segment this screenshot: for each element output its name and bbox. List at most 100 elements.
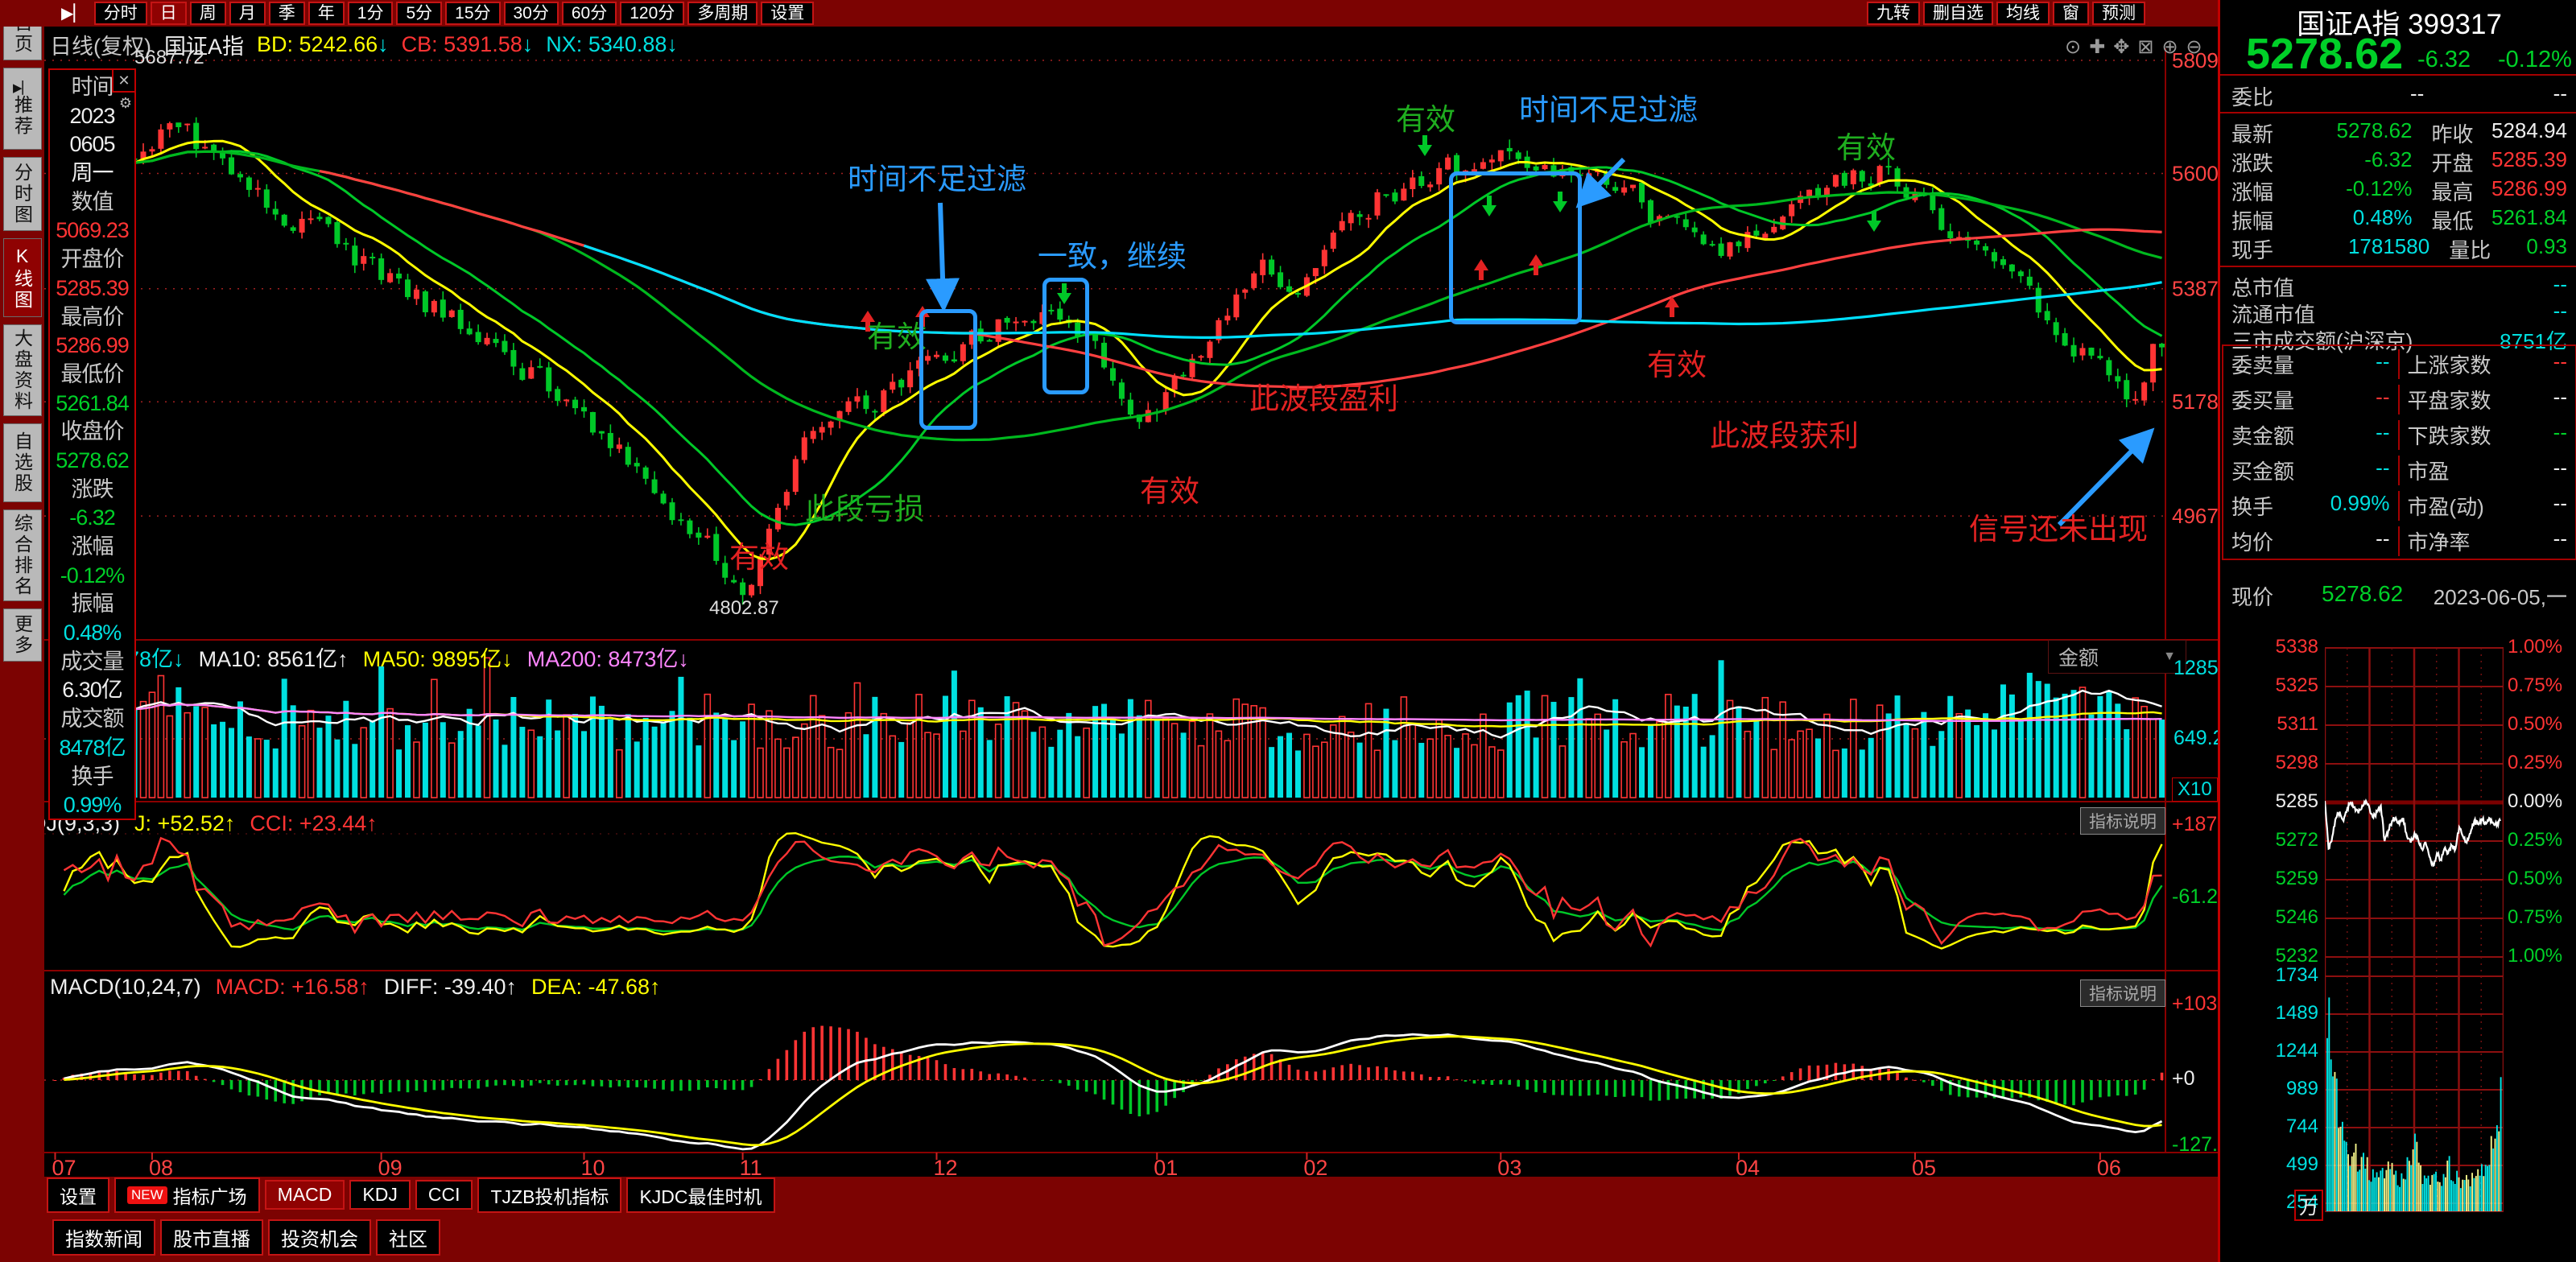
chart-corner-tools: ⊙ ✚ ✥ ⊠ ⊕ ⊖	[2065, 35, 2202, 59]
panel-line: 时间	[71, 75, 114, 99]
sidebar-item-综合排名[interactable]: 综合排名	[2, 509, 42, 601]
stats-row: 均价 -- 市净率 --	[2223, 523, 2575, 559]
panel-line: 周一	[71, 161, 114, 186]
collapse-arrow-icon[interactable]: ▶▏	[61, 5, 86, 23]
mini-price-label: 5272	[2275, 829, 2318, 851]
bottom-nav-指数新闻[interactable]: 指数新闻	[52, 1219, 155, 1256]
indicator-tab-KDJ[interactable]: KDJ	[349, 1180, 411, 1210]
spot-price: 5278.62	[2322, 581, 2404, 606]
pane-header-part: J: +52.52↑	[134, 811, 236, 835]
period-tab-季[interactable]: 季	[268, 2, 305, 25]
period-tab-120分[interactable]: 120分	[620, 2, 685, 25]
period-tab-5分[interactable]: 5分	[396, 2, 443, 25]
pane-header-part: DIFF: -39.40↑	[383, 975, 517, 999]
period-tab-分时[interactable]: 分时	[93, 2, 147, 25]
quote-title: 国证A指 399317	[2297, 9, 2502, 40]
period-tab-年[interactable]: 年	[308, 2, 345, 25]
mini-pct-label: 0.50%	[2508, 868, 2563, 889]
svg-text:5178: 5178	[2172, 390, 2218, 414]
pane-header-part: MA50: 9895亿↓	[362, 647, 513, 671]
panel-line: 振幅	[71, 592, 114, 617]
quote-panel: 国证A指 399317 5278.62 -6.32 -0.12% 委比 -- -…	[2218, 0, 2576, 1262]
tool-button-删自选[interactable]: 删自选	[1923, 2, 1993, 25]
panel-line: 0.48%	[63, 621, 122, 645]
svg-text:05: 05	[1912, 1156, 1936, 1179]
bottom-nav-社区[interactable]: 社区	[376, 1219, 440, 1256]
tool-button-窗[interactable]: 窗	[2053, 2, 2089, 25]
mini-price-label: 5311	[2277, 713, 2318, 735]
gear-icon[interactable]: ⚙	[118, 94, 133, 111]
sidebar-item-分时图[interactable]: 分时图	[2, 157, 42, 231]
panel-line: 最高价	[60, 304, 125, 329]
period-nav: 分时日周月季年 1分 5分 15分 30分 60分 120分 多周期 设置	[93, 1, 816, 26]
panel-line: 0605	[69, 132, 115, 157]
macd-indicator-help-button[interactable]: 指标说明	[2080, 979, 2165, 1007]
indicator-tab-指标广场[interactable]: NEW 指标广场	[114, 1177, 260, 1213]
main-kline-chart[interactable]: 5809 5600 5387 5178 4967 07 08 09 10 11 12 01 02 03 04…	[44, 27, 2218, 1179]
period-tab-多周期[interactable]: 多周期	[687, 2, 758, 25]
panel-line: 6.30亿	[62, 678, 123, 703]
sidebar-item-大盘资料[interactable]: 大盘资料	[2, 324, 42, 416]
spot-price-row: 现价 5278.62 2023-06-05,一	[2231, 581, 2567, 609]
lock-icon[interactable]: ⊠	[2137, 36, 2154, 58]
tool-button-均线[interactable]: 均线	[1996, 2, 2050, 25]
panel-line: -6.32	[69, 505, 116, 530]
panel-line: 2023	[69, 103, 115, 128]
move-icon[interactable]: ✥	[2113, 36, 2130, 58]
bottom-nav-股市直播[interactable]: 股市直播	[160, 1219, 263, 1256]
period-tab-60分[interactable]: 60分	[561, 2, 617, 25]
stats-row: 卖金额 -- 下跌家数 --	[2223, 417, 2575, 452]
panel-line: 5286.99	[56, 333, 130, 358]
crosshair-icon[interactable]: ✚	[2089, 36, 2106, 58]
period-tab-设置[interactable]: 设置	[761, 2, 815, 25]
indicator-tab-设置[interactable]: 设置	[47, 1177, 109, 1213]
svg-text:09: 09	[378, 1156, 402, 1179]
period-tab-30分[interactable]: 30分	[503, 2, 559, 25]
play-icon: ▶▏	[12, 81, 32, 95]
new-badge: NEW	[127, 1186, 167, 1204]
pane-header-part: MA200: 8473亿↓	[526, 647, 689, 671]
eye-icon[interactable]: ⊙	[2065, 36, 2082, 58]
bottom-nav-投资机会[interactable]: 投资机会	[268, 1219, 371, 1256]
svg-text:5809: 5809	[2172, 48, 2218, 72]
svg-text:01: 01	[1154, 1156, 1178, 1179]
indicator-tab-CCI[interactable]: CCI	[415, 1180, 473, 1210]
period-tab-1分[interactable]: 1分	[347, 2, 394, 25]
mini-vol-label: 499	[2285, 1153, 2318, 1175]
mini-price-label: 5338	[2275, 636, 2318, 658]
mini-pct-label: 0.50%	[2508, 713, 2563, 735]
sidebar-item-推荐[interactable]: ▶▏ 推荐	[2, 68, 42, 150]
volume-unit-dropdown[interactable]: 金额 ▼	[2048, 640, 2186, 674]
panel-line: 0.99%	[63, 793, 122, 818]
close-icon[interactable]: ✕	[112, 68, 136, 93]
bottom-nav: 指数新闻 股市直播 投资机会 社区	[50, 1219, 443, 1256]
tool-button-九转[interactable]: 九转	[1867, 2, 1920, 25]
sidebar-item-自选股[interactable]: 自选股	[2, 423, 42, 502]
quote-last-price: 5278.62	[2246, 30, 2404, 78]
svg-text:10: 10	[581, 1156, 605, 1179]
chart-header: 日线(复权) 国证A指 BD: 5242.66↓ CB: 5391.58↓ NX…	[50, 31, 678, 59]
zoom-in-icon[interactable]: ⊕	[2161, 36, 2178, 58]
tool-button-预测[interactable]: 预测	[2092, 2, 2145, 25]
indicator-tab-TJZB投机指标[interactable]: TJZB投机指标	[477, 1177, 622, 1213]
period-tab-月[interactable]: 月	[229, 2, 266, 25]
mini-price-label: 5259	[2275, 868, 2318, 889]
kdj-indicator-help-button[interactable]: 指标说明	[2080, 807, 2165, 835]
sidebar-item-更多[interactable]: 更多	[2, 608, 42, 662]
svg-text:07: 07	[52, 1156, 76, 1179]
svg-text:5600: 5600	[2172, 162, 2218, 186]
mini-vol-label: 744	[2285, 1116, 2318, 1137]
indicator-tab-MACD[interactable]: MACD	[264, 1180, 345, 1210]
weibi-row: 委比 -- --	[2231, 81, 2567, 109]
svg-text:08: 08	[149, 1156, 173, 1179]
sidebar-item-K线图[interactable]: K线图	[2, 238, 42, 317]
period-tab-周[interactable]: 周	[189, 2, 226, 25]
period-tab-15分[interactable]: 15分	[445, 2, 501, 25]
period-tab-日[interactable]: 日	[150, 2, 187, 25]
mini-vol-label: 254	[2285, 1191, 2318, 1213]
intraday-mini-chart[interactable]	[2325, 642, 2504, 1215]
mini-price-label: 5232	[2275, 945, 2318, 967]
indicator-tab-KJDC最佳时机[interactable]: KJDC最佳时机	[626, 1177, 775, 1213]
left-sidebar: 首页 ▶▏ 推荐 分时图 K线图 大盘资料 自选股 综合排名 更多	[0, 0, 44, 1262]
zoom-out-icon[interactable]: ⊖	[2186, 36, 2202, 58]
